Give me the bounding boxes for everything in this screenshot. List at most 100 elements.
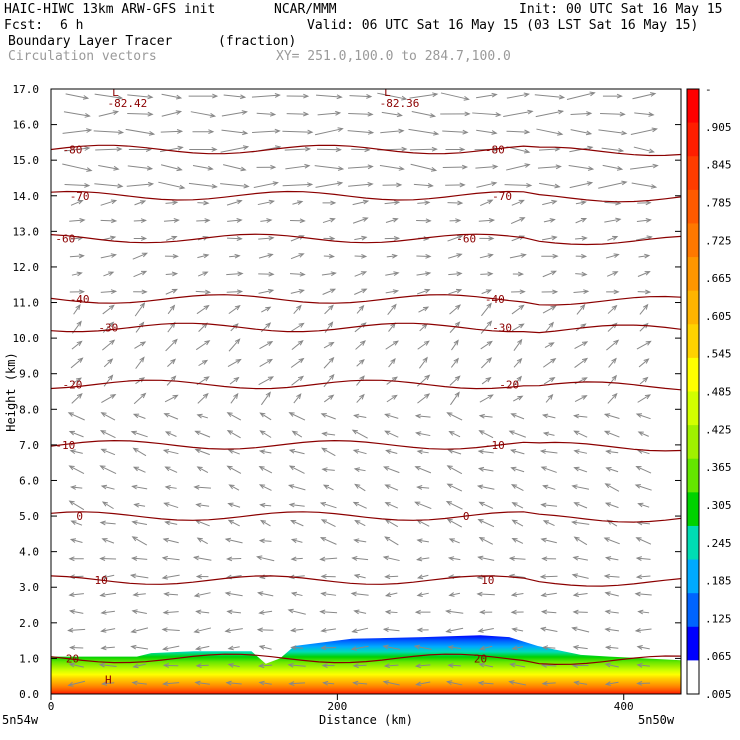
vector-head <box>605 467 612 472</box>
contour-label: 10 <box>94 574 107 587</box>
vector-head <box>202 392 209 399</box>
vector-head <box>580 323 587 329</box>
vector-head <box>227 502 234 508</box>
circulation-vector <box>322 217 336 224</box>
vector-head <box>486 302 492 309</box>
vector-shaft <box>64 147 90 152</box>
vector-head <box>587 166 595 171</box>
circulation-vector <box>258 376 275 386</box>
circulation-vector <box>535 109 565 118</box>
circulation-vector <box>282 182 314 188</box>
circulation-vector <box>195 340 211 351</box>
vector-shaft <box>572 574 589 579</box>
circulation-vector <box>287 662 306 668</box>
circulation-vector <box>451 339 459 351</box>
vector-head <box>162 609 169 615</box>
vector-shaft <box>167 305 175 315</box>
vector-shaft <box>103 375 113 387</box>
vector-head <box>328 356 335 363</box>
vector-head <box>423 236 430 241</box>
vector-head <box>164 466 171 472</box>
vector-shaft <box>259 359 273 367</box>
circulation-vector <box>446 518 463 528</box>
circulation-vector <box>70 200 84 206</box>
vector-shaft <box>419 323 428 332</box>
circulation-vector <box>637 609 650 615</box>
circulation-vector <box>568 164 595 171</box>
vector-head <box>367 111 374 117</box>
vector-head <box>258 466 265 471</box>
colorbar-swatch <box>687 425 699 460</box>
vector-shaft <box>197 414 209 419</box>
vector-shaft <box>223 94 245 98</box>
vector-shaft <box>101 412 116 421</box>
circulation-vector <box>161 627 180 633</box>
vector-head <box>447 449 454 454</box>
circulation-vector <box>478 501 494 509</box>
circulation-vector <box>354 253 368 259</box>
circulation-vector <box>478 413 493 419</box>
vector-shaft <box>605 681 619 685</box>
circulation-vector <box>539 574 558 580</box>
vector-shaft <box>410 163 437 171</box>
vector-shaft <box>259 610 273 614</box>
vector-shaft <box>259 681 272 685</box>
vector-head <box>652 163 659 169</box>
vector-head <box>130 430 137 436</box>
vector-head <box>611 392 618 399</box>
contour-label: 0 <box>76 510 83 523</box>
vector-shaft <box>447 681 463 686</box>
circulation-vector <box>98 662 117 668</box>
circulation-vector <box>384 484 399 491</box>
vector-shaft <box>324 322 333 333</box>
vector-shaft <box>447 518 463 528</box>
vector-head <box>335 147 342 153</box>
vector-shaft <box>449 592 461 596</box>
vector-shaft <box>604 218 621 223</box>
vector-shaft <box>347 130 373 134</box>
vector-shaft <box>512 538 524 544</box>
vector-shaft <box>70 610 84 614</box>
vector-shaft <box>418 574 429 579</box>
circulation-vector <box>220 145 250 153</box>
vector-shaft <box>72 377 82 384</box>
circulation-vector <box>510 484 524 491</box>
vector-shaft <box>543 219 555 223</box>
vector-head <box>99 520 106 526</box>
circulation-vector <box>504 182 533 188</box>
vector-head <box>612 271 619 276</box>
vector-head <box>108 304 115 310</box>
circulation-vector <box>161 555 180 561</box>
vector-head <box>131 484 138 490</box>
vector-head <box>321 431 328 437</box>
vector-head <box>86 128 93 133</box>
vector-head <box>298 253 305 258</box>
vector-shaft <box>100 592 117 596</box>
vector-shaft <box>572 627 590 633</box>
vector-head <box>456 235 464 240</box>
vector-shaft <box>479 468 494 472</box>
vector-head <box>258 538 265 544</box>
contour-label: 20 <box>66 652 79 665</box>
vector-head <box>227 449 234 454</box>
circulation-vector <box>288 502 305 508</box>
circulation-vector <box>544 321 555 333</box>
vector-head <box>492 164 499 170</box>
circulation-vector <box>573 289 590 295</box>
vector-head <box>359 393 365 400</box>
vector-shaft <box>100 430 116 439</box>
circulation-vector <box>226 412 242 421</box>
circulation-vector <box>384 502 399 509</box>
vector-head <box>78 253 85 259</box>
circulation-vector <box>195 502 210 508</box>
vector-shaft <box>409 148 437 151</box>
vector-shaft <box>101 448 116 456</box>
vector-shaft <box>165 273 177 275</box>
circulation-vector <box>290 253 305 260</box>
vector-shaft <box>574 430 588 438</box>
colorbar-label: .485 <box>705 386 732 399</box>
circulation-vector <box>480 357 493 369</box>
vector-shaft <box>479 430 494 439</box>
vector-shaft <box>71 340 82 350</box>
vector-shaft <box>604 537 620 545</box>
